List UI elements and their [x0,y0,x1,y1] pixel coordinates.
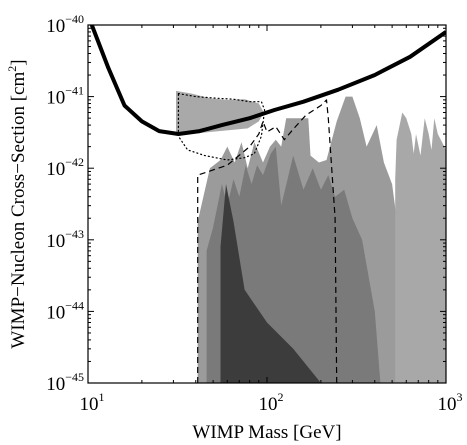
shaded-region-4 [220,184,321,383]
y-tick-label-base: 10 [46,231,65,252]
y-tick-label-exp: −43 [65,227,84,241]
x-tick-label-exp: 2 [278,390,284,404]
shaded-regions [176,90,446,383]
x-tick-label-exp: 1 [99,390,105,404]
y-axis-label: WIMP−Nucleon Cross−Section [cm2] [5,59,29,348]
x-tick-label: 102 [259,390,284,415]
y-tick-label-exp: −42 [65,155,84,169]
x-tick-label-base: 10 [438,394,457,415]
y-axis-label-main: WIMP−Nucleon Cross−Section [cm [8,72,29,349]
y-tick-label-exp: −41 [65,84,84,98]
dotted-curve [177,92,266,161]
y-tick-label: 10−41 [46,84,84,109]
y-tick-label-base: 10 [46,302,65,323]
y-tick-label: 10−45 [46,370,84,395]
y-axis-label-close: ] [8,59,29,65]
y-axis-label-sup: 2 [5,66,19,72]
y-tick-label-base: 10 [46,88,65,109]
shaded-region-2 [395,112,446,383]
x-axis-label: WIMP Mass [GeV] [192,422,341,443]
solid-curve [89,25,446,136]
axis-ticks [87,25,446,384]
y-tick-label: 10−44 [46,298,84,323]
x-tick-label-base: 10 [259,394,278,415]
x-tick-label: 103 [438,390,463,415]
y-tick-label-exp: −44 [65,298,84,312]
y-tick-label-base: 10 [46,159,65,180]
dashed-curve [197,99,338,383]
x-tick-label: 101 [80,390,105,415]
shaded-region-5 [176,90,264,134]
x-tick-label-base: 10 [80,394,99,415]
y-tick-label: 10−42 [46,155,84,180]
y-tick-label-exp: −45 [65,370,84,384]
curves [89,25,446,383]
y-tick-label-base: 10 [46,374,65,395]
y-tick-label-exp: −40 [65,12,84,26]
y-tick-label: 10−40 [46,12,84,37]
y-tick-label-base: 10 [46,16,65,37]
x-tick-label-exp: 3 [457,390,463,404]
y-tick-label: 10−43 [46,227,84,252]
